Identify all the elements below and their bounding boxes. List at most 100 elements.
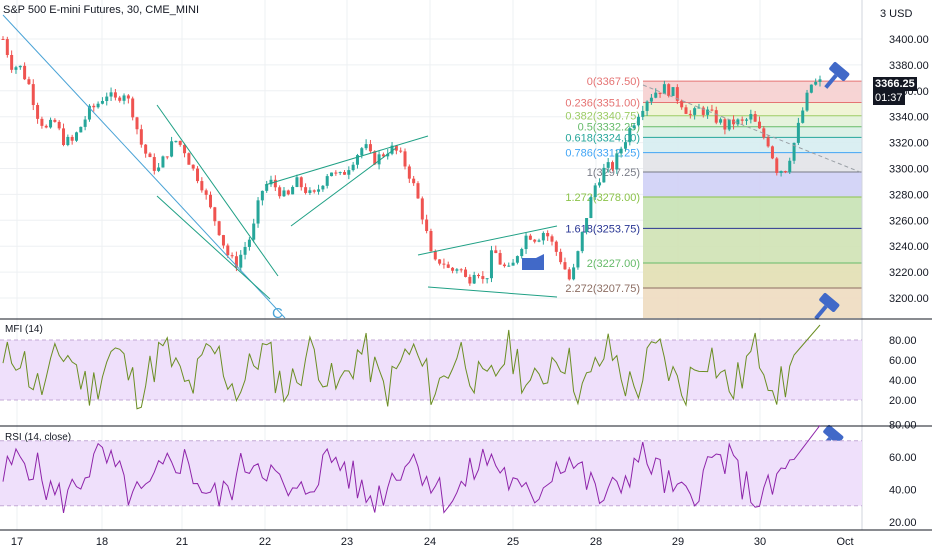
candle-body xyxy=(66,136,70,146)
candle-body xyxy=(727,119,731,130)
candle-body xyxy=(732,119,736,125)
candle-body xyxy=(628,128,632,143)
candle-body xyxy=(200,181,204,191)
hammer-icon xyxy=(824,62,850,89)
candle-body xyxy=(719,119,723,123)
candle-body xyxy=(239,254,243,268)
trend-line xyxy=(156,195,271,300)
candle-body xyxy=(801,110,805,123)
candle-body xyxy=(342,172,346,175)
rsi-band xyxy=(0,440,862,506)
candle-body xyxy=(641,110,645,117)
candle-body xyxy=(693,108,697,115)
fib-zone xyxy=(643,228,862,264)
candle-body xyxy=(429,231,433,252)
candle-body xyxy=(507,265,511,267)
candle-body xyxy=(373,151,377,165)
hammer-handle xyxy=(814,305,828,320)
rsi-tick-label: 40.00 xyxy=(889,485,917,497)
price-tick-label: 3200.00 xyxy=(889,293,929,305)
candle-body xyxy=(204,190,208,195)
candle-body xyxy=(701,107,705,115)
candle-body xyxy=(451,267,455,271)
candle-body xyxy=(494,250,498,254)
candle-body xyxy=(675,87,679,101)
trend-line xyxy=(417,225,558,256)
candle-body xyxy=(243,246,247,255)
candle-body xyxy=(282,190,286,197)
candle-body xyxy=(792,142,796,161)
candle-body xyxy=(749,114,753,120)
fib-level-label: 0.5(3332.25) xyxy=(578,122,640,134)
hammer-head xyxy=(819,293,840,312)
time-tick-label: 23 xyxy=(341,536,353,548)
last-price-flag: 3366.25 xyxy=(873,77,917,91)
candle-body xyxy=(161,156,165,168)
candle-body xyxy=(295,177,299,187)
fib-level-label: 0.786(3312.25) xyxy=(565,148,640,160)
fib-zone xyxy=(643,172,862,197)
candle-body xyxy=(412,178,416,184)
candle-body xyxy=(658,92,662,95)
candle-body xyxy=(377,154,381,165)
candle-body xyxy=(736,119,740,125)
candle-body xyxy=(770,146,774,159)
candle-body xyxy=(113,92,117,98)
candle-body xyxy=(144,144,148,154)
candle-body xyxy=(796,122,800,143)
candle-body xyxy=(347,170,351,175)
candle-body xyxy=(131,98,135,118)
chart-title: S&P 500 E-mini Futures, 30, CME_MINI xyxy=(3,4,200,16)
candle-body xyxy=(256,200,260,224)
candle-body xyxy=(554,241,558,252)
candle-body xyxy=(489,250,493,279)
candle-body xyxy=(338,172,342,174)
candle-body xyxy=(291,186,295,195)
candle-body xyxy=(49,119,53,128)
candle-body xyxy=(273,179,277,188)
candle-body xyxy=(498,253,502,265)
candle-body xyxy=(191,164,195,169)
candle-body xyxy=(105,96,109,102)
candle-body xyxy=(178,140,182,145)
candle-body xyxy=(325,176,329,186)
fib-zone xyxy=(643,102,862,116)
candle-body xyxy=(234,256,238,268)
candle-body xyxy=(714,110,718,123)
price-tick-label: 3220.00 xyxy=(889,267,929,279)
time-tick-label: 21 xyxy=(176,536,188,548)
fib-level-label: 1.618(3253.75) xyxy=(565,223,640,235)
candle-body xyxy=(148,153,152,158)
candle-body xyxy=(593,185,597,198)
candle-body xyxy=(706,109,710,115)
mfi-label: MFI (14) xyxy=(5,324,43,335)
candle-body xyxy=(723,119,727,130)
candle-body xyxy=(602,167,606,183)
candle-body xyxy=(360,148,364,156)
price-tick-label: 3280.00 xyxy=(889,189,929,201)
candle-body xyxy=(546,232,550,237)
rsi-label: RSI (14, close) xyxy=(5,432,72,443)
candle-body xyxy=(321,185,325,190)
candle-body xyxy=(524,235,528,250)
candle-body xyxy=(567,269,571,280)
candle-body xyxy=(351,164,355,171)
candle-body xyxy=(745,119,749,121)
candle-body xyxy=(636,116,640,126)
candle-body xyxy=(5,39,9,56)
time-tick-label: 28 xyxy=(590,536,602,548)
candle-body xyxy=(390,145,394,154)
candle-body xyxy=(766,137,770,147)
fib-zone xyxy=(643,152,862,173)
hammer-head xyxy=(823,425,844,444)
candle-body xyxy=(563,262,567,270)
candle-body xyxy=(217,221,221,236)
candle-body xyxy=(740,119,744,121)
hammer-handle xyxy=(824,74,838,89)
rsi-tick-label: 20.00 xyxy=(889,517,917,529)
candle-body xyxy=(779,171,783,173)
candle-body xyxy=(36,105,40,119)
candle-body xyxy=(386,153,390,157)
candle-body xyxy=(420,198,424,220)
